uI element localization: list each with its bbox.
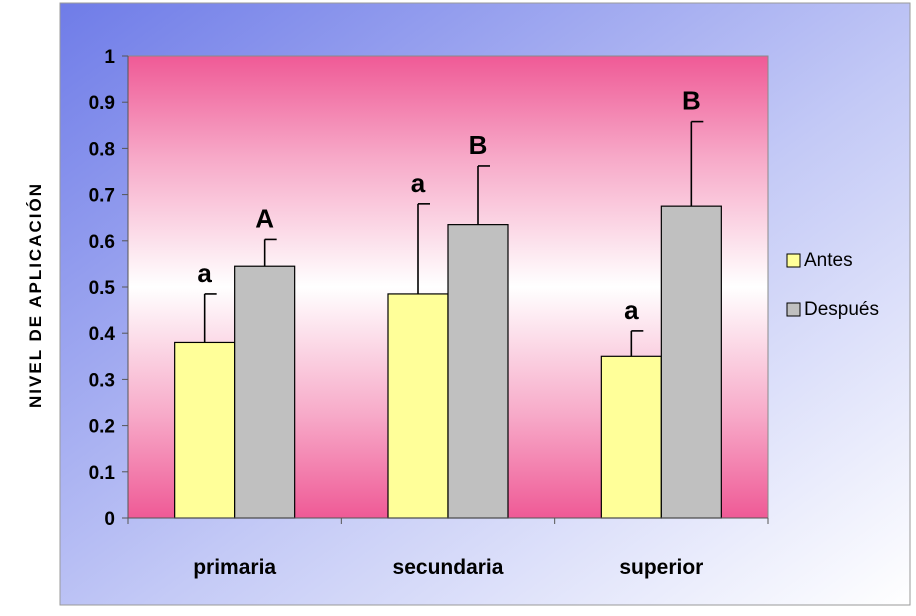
x-category-label: secundaria (393, 556, 504, 579)
x-axis: primaria secundaria superior (127, 517, 769, 579)
legend-label: Después (804, 299, 879, 320)
bar (174, 341, 236, 519)
significance-label: A (255, 203, 274, 233)
y-tick-label: 0.7 (89, 186, 115, 207)
y-tick-label: 0.2 (89, 417, 115, 438)
y-tick-label: 0 (104, 509, 115, 530)
bar (387, 293, 449, 519)
y-tick-label: 0.8 (89, 139, 115, 160)
bars (174, 205, 722, 519)
significance-label: a (411, 168, 426, 198)
legend-swatch (786, 253, 801, 268)
significance-label: B (682, 86, 701, 116)
bar (234, 265, 296, 519)
y-tick-label: 1 (104, 47, 115, 68)
y-tick-label: 0.6 (89, 232, 115, 253)
significance-label: a (624, 295, 639, 325)
x-category-label: superior (619, 556, 703, 579)
y-tick-label: 0.3 (89, 370, 115, 391)
significance-label: a (197, 258, 212, 288)
legend: Antes Después (786, 250, 879, 320)
y-tick-label: 0.1 (89, 463, 116, 484)
significance-labels: a Aa Ba B (197, 86, 700, 325)
bar (447, 224, 509, 519)
bar (600, 355, 662, 519)
y-axis: 0 0.1 0.2 0.3 0.4 0.5 0.6 0.7 0.8 0.9 1 (89, 47, 129, 530)
legend-swatch (786, 302, 801, 317)
significance-label: B (469, 130, 488, 160)
y-tick-label: 0.9 (89, 93, 115, 114)
error-bars (203, 120, 704, 357)
legend-label: Antes (804, 250, 853, 271)
x-category-label: primaria (193, 556, 276, 579)
bar (660, 205, 722, 519)
y-tick-label: 0.5 (89, 278, 116, 299)
y-tick-label: 0.4 (89, 324, 116, 345)
y-axis-title: NIVEL DE APLICACIÓN (26, 182, 45, 408)
